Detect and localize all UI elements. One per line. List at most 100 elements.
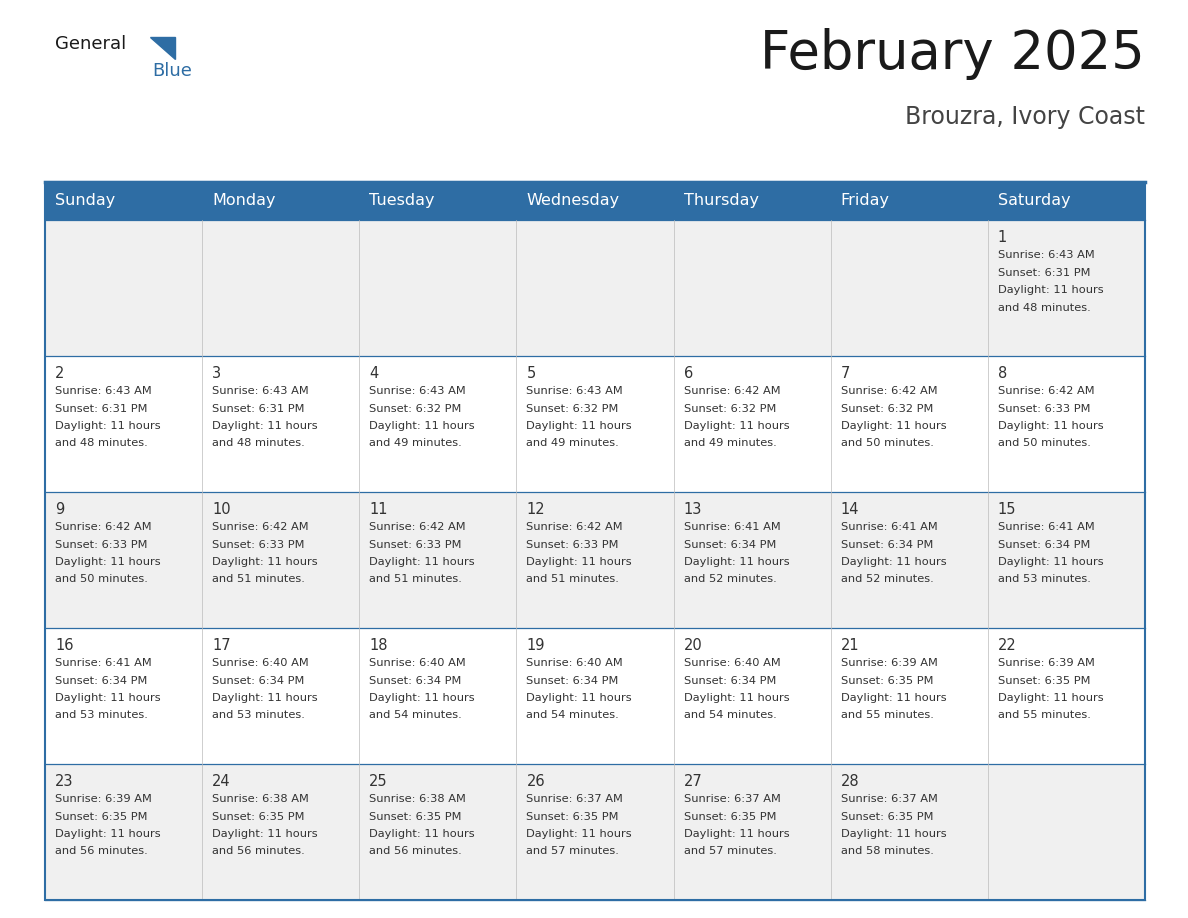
Text: and 50 minutes.: and 50 minutes. bbox=[55, 575, 147, 585]
Bar bbox=[988, 220, 1145, 356]
Text: Sunrise: 6:42 AM: Sunrise: 6:42 AM bbox=[55, 522, 152, 532]
Text: Sunset: 6:33 PM: Sunset: 6:33 PM bbox=[998, 404, 1091, 413]
Text: February 2025: February 2025 bbox=[760, 28, 1145, 80]
Text: Friday: Friday bbox=[841, 194, 890, 208]
Text: Sunrise: 6:42 AM: Sunrise: 6:42 AM bbox=[213, 522, 309, 532]
Text: Sunrise: 6:43 AM: Sunrise: 6:43 AM bbox=[55, 386, 152, 396]
Bar bbox=[359, 220, 517, 356]
Text: Daylight: 11 hours: Daylight: 11 hours bbox=[213, 421, 317, 431]
Text: and 48 minutes.: and 48 minutes. bbox=[998, 303, 1091, 312]
Text: 7: 7 bbox=[841, 366, 851, 381]
Bar bbox=[359, 628, 517, 764]
Text: Sunrise: 6:41 AM: Sunrise: 6:41 AM bbox=[998, 522, 1094, 532]
Text: and 48 minutes.: and 48 minutes. bbox=[55, 439, 147, 449]
Text: Daylight: 11 hours: Daylight: 11 hours bbox=[526, 421, 632, 431]
Text: Sunset: 6:33 PM: Sunset: 6:33 PM bbox=[55, 540, 147, 550]
Text: and 52 minutes.: and 52 minutes. bbox=[841, 575, 934, 585]
Bar bbox=[45, 182, 1145, 220]
Text: Daylight: 11 hours: Daylight: 11 hours bbox=[55, 829, 160, 839]
Text: Daylight: 11 hours: Daylight: 11 hours bbox=[683, 693, 789, 703]
Text: 9: 9 bbox=[55, 502, 64, 517]
Bar bbox=[45, 628, 202, 764]
Text: and 51 minutes.: and 51 minutes. bbox=[369, 575, 462, 585]
Text: Sunset: 6:34 PM: Sunset: 6:34 PM bbox=[998, 540, 1091, 550]
Text: Daylight: 11 hours: Daylight: 11 hours bbox=[998, 421, 1104, 431]
Text: Sunset: 6:33 PM: Sunset: 6:33 PM bbox=[369, 540, 462, 550]
Text: Sunrise: 6:43 AM: Sunrise: 6:43 AM bbox=[526, 386, 624, 396]
Text: 4: 4 bbox=[369, 366, 379, 381]
Text: Daylight: 11 hours: Daylight: 11 hours bbox=[369, 421, 475, 431]
Text: Sunrise: 6:42 AM: Sunrise: 6:42 AM bbox=[998, 386, 1094, 396]
Text: 18: 18 bbox=[369, 638, 387, 653]
Text: 12: 12 bbox=[526, 502, 545, 517]
Text: Daylight: 11 hours: Daylight: 11 hours bbox=[841, 829, 947, 839]
Bar bbox=[359, 356, 517, 492]
Text: Daylight: 11 hours: Daylight: 11 hours bbox=[841, 421, 947, 431]
Bar bbox=[202, 356, 359, 492]
Text: and 48 minutes.: and 48 minutes. bbox=[213, 439, 305, 449]
Text: 19: 19 bbox=[526, 638, 545, 653]
Bar bbox=[674, 628, 830, 764]
Text: Sunrise: 6:39 AM: Sunrise: 6:39 AM bbox=[841, 658, 937, 668]
Text: 14: 14 bbox=[841, 502, 859, 517]
Text: 21: 21 bbox=[841, 638, 859, 653]
Text: and 55 minutes.: and 55 minutes. bbox=[841, 711, 934, 721]
Text: Daylight: 11 hours: Daylight: 11 hours bbox=[55, 557, 160, 567]
Text: Saturday: Saturday bbox=[998, 194, 1070, 208]
Text: and 51 minutes.: and 51 minutes. bbox=[213, 575, 305, 585]
Bar bbox=[517, 764, 674, 900]
Bar bbox=[830, 492, 988, 628]
Text: 5: 5 bbox=[526, 366, 536, 381]
Bar bbox=[45, 492, 202, 628]
Text: Daylight: 11 hours: Daylight: 11 hours bbox=[998, 285, 1104, 295]
Text: 8: 8 bbox=[998, 366, 1007, 381]
Text: and 56 minutes.: and 56 minutes. bbox=[55, 846, 147, 856]
Text: Sunset: 6:34 PM: Sunset: 6:34 PM bbox=[213, 676, 304, 686]
Text: 16: 16 bbox=[55, 638, 74, 653]
Text: 11: 11 bbox=[369, 502, 387, 517]
Bar bbox=[674, 220, 830, 356]
Text: Sunrise: 6:43 AM: Sunrise: 6:43 AM bbox=[998, 250, 1094, 260]
Text: Sunrise: 6:42 AM: Sunrise: 6:42 AM bbox=[526, 522, 623, 532]
Text: and 49 minutes.: and 49 minutes. bbox=[369, 439, 462, 449]
Bar bbox=[45, 220, 202, 356]
Text: Sunset: 6:34 PM: Sunset: 6:34 PM bbox=[526, 676, 619, 686]
Text: Thursday: Thursday bbox=[683, 194, 759, 208]
Bar bbox=[359, 764, 517, 900]
Bar bbox=[674, 356, 830, 492]
Text: Sunrise: 6:38 AM: Sunrise: 6:38 AM bbox=[213, 794, 309, 804]
Text: Sunset: 6:31 PM: Sunset: 6:31 PM bbox=[998, 267, 1091, 277]
Text: Sunrise: 6:37 AM: Sunrise: 6:37 AM bbox=[683, 794, 781, 804]
Bar bbox=[359, 492, 517, 628]
Text: Sunrise: 6:38 AM: Sunrise: 6:38 AM bbox=[369, 794, 466, 804]
Bar bbox=[202, 492, 359, 628]
Text: Sunset: 6:35 PM: Sunset: 6:35 PM bbox=[683, 812, 776, 822]
Text: 2: 2 bbox=[55, 366, 64, 381]
Text: Daylight: 11 hours: Daylight: 11 hours bbox=[683, 421, 789, 431]
Text: 22: 22 bbox=[998, 638, 1017, 653]
Text: Tuesday: Tuesday bbox=[369, 194, 435, 208]
Text: Sunset: 6:35 PM: Sunset: 6:35 PM bbox=[55, 812, 147, 822]
Text: Sunset: 6:35 PM: Sunset: 6:35 PM bbox=[526, 812, 619, 822]
Bar bbox=[517, 356, 674, 492]
Text: Sunset: 6:33 PM: Sunset: 6:33 PM bbox=[213, 540, 304, 550]
Bar bbox=[45, 764, 202, 900]
Text: Monday: Monday bbox=[213, 194, 276, 208]
Text: Daylight: 11 hours: Daylight: 11 hours bbox=[369, 829, 475, 839]
Text: and 54 minutes.: and 54 minutes. bbox=[526, 711, 619, 721]
Text: and 49 minutes.: and 49 minutes. bbox=[683, 439, 776, 449]
Text: Sunrise: 6:42 AM: Sunrise: 6:42 AM bbox=[841, 386, 937, 396]
Text: Daylight: 11 hours: Daylight: 11 hours bbox=[369, 693, 475, 703]
Text: Sunrise: 6:37 AM: Sunrise: 6:37 AM bbox=[526, 794, 624, 804]
Bar bbox=[674, 492, 830, 628]
Text: 6: 6 bbox=[683, 366, 693, 381]
Text: and 49 minutes.: and 49 minutes. bbox=[526, 439, 619, 449]
Text: Sunrise: 6:39 AM: Sunrise: 6:39 AM bbox=[998, 658, 1094, 668]
Bar bbox=[988, 356, 1145, 492]
Text: Daylight: 11 hours: Daylight: 11 hours bbox=[369, 557, 475, 567]
Text: Sunrise: 6:43 AM: Sunrise: 6:43 AM bbox=[369, 386, 466, 396]
Text: Sunset: 6:32 PM: Sunset: 6:32 PM bbox=[526, 404, 619, 413]
Text: 27: 27 bbox=[683, 774, 702, 789]
Text: and 50 minutes.: and 50 minutes. bbox=[998, 439, 1091, 449]
Bar bbox=[517, 220, 674, 356]
